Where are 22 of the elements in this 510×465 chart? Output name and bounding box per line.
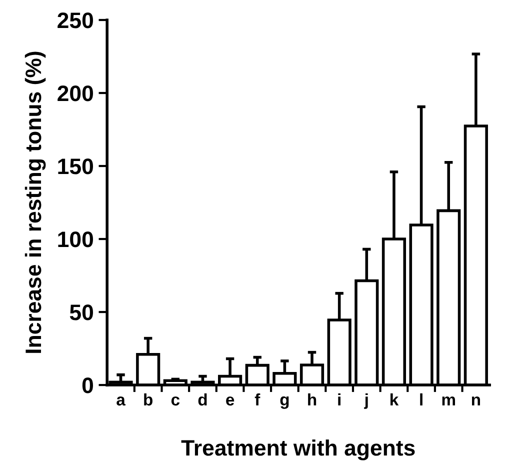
x-tick-label: c [171,396,180,406]
y-axis-title: Increase in resting tonus (%) [24,52,46,353]
x-tick-label: h [308,393,316,406]
y-tick-label: 100 [58,232,93,248]
x-tick-label: i [338,393,340,406]
x-tick-label: e [226,396,234,406]
x-tick-label: d [198,393,207,406]
x-tick-label: n [472,396,480,406]
x-tick-label: b [144,393,152,406]
y-tick-label: 250 [58,12,93,28]
x-tick-label: a [116,396,126,406]
x-tick-label: l [420,393,422,406]
x-tick-label: g [280,396,289,409]
y-tick-label: 0 [82,378,93,394]
y-tick-label: 150 [58,158,93,174]
x-tick-label: k [390,393,399,406]
x-tick-label: m [442,396,455,406]
y-tick-label: 50 [70,304,93,320]
x-axis-title: Treatment with agents [181,439,415,460]
x-tick-label: j [364,393,368,409]
x-tick-label: f [254,393,260,406]
y-tick-label: 200 [58,86,93,102]
